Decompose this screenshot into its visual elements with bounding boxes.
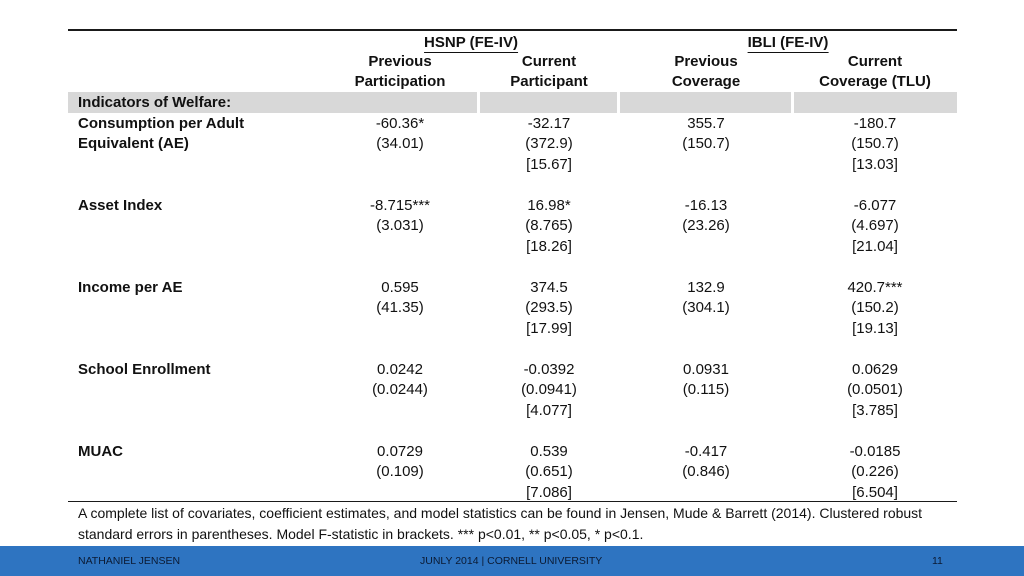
row-label: Income per AE (78, 279, 183, 296)
std-error: (3.031) (376, 217, 424, 234)
coef-estimate: -0.417 (684, 443, 728, 460)
column-header-line1: Previous (674, 53, 738, 70)
f-statistic: [7.086] (526, 484, 572, 501)
coef-estimate: 0.595 (381, 279, 419, 296)
column-header-line1: Previous (368, 53, 432, 70)
f-statistic: [13.03] (852, 156, 898, 173)
coef-estimate: 0.0629 (852, 361, 898, 378)
f-statistic: [6.504] (852, 484, 898, 501)
std-error: (0.109) (376, 463, 424, 480)
row-label: School Enrollment (78, 361, 211, 378)
std-error: (0.0501) (847, 381, 903, 398)
section-row (68, 92, 957, 113)
f-statistic: [3.785] (852, 402, 898, 419)
coef-estimate: 16.98* (527, 197, 571, 214)
coef-estimate: 0.0729 (377, 443, 423, 460)
std-error: (8.765) (525, 217, 573, 234)
std-error: (41.35) (376, 299, 424, 316)
std-error: (150.7) (851, 135, 899, 152)
std-error: (0.846) (682, 463, 730, 480)
std-error: (372.9) (525, 135, 573, 152)
row-label: MUAC (78, 443, 123, 460)
group-header-ibli: IBLI (FE-IV) (747, 34, 829, 53)
std-error: (0.0941) (521, 381, 577, 398)
std-error: (304.1) (682, 299, 730, 316)
std-error: (0.651) (525, 463, 573, 480)
coef-estimate: -180.7 (853, 115, 897, 132)
std-error: (23.26) (682, 217, 730, 234)
column-header-line2: Participation (354, 73, 446, 90)
coef-estimate: -60.36* (375, 115, 425, 132)
coef-estimate: 0.539 (530, 443, 568, 460)
f-statistic: [18.26] (526, 238, 572, 255)
column-header-line1: Current (847, 53, 903, 70)
std-error: (0.226) (851, 463, 899, 480)
footer-bar: NATHANIEL JENSEN JUNLY 2014 | CORNELL UN… (0, 546, 1024, 576)
std-error: (4.697) (851, 217, 899, 234)
column-header-line2: Coverage (671, 73, 741, 90)
row-label: Equivalent (AE) (78, 135, 189, 152)
std-error: (0.0244) (372, 381, 428, 398)
slide-number: 11 (932, 555, 943, 567)
f-statistic: [15.67] (526, 156, 572, 173)
group-header-hsnp: HSNP (FE-IV) (424, 34, 518, 53)
std-error: (150.2) (851, 299, 899, 316)
column-header-line1: Current (521, 53, 577, 70)
section-label: Indicators of Welfare: (78, 94, 232, 111)
std-error: (293.5) (525, 299, 573, 316)
coef-estimate: -6.077 (853, 197, 897, 214)
coef-estimate: 374.5 (530, 279, 568, 296)
f-statistic: [4.077] (526, 402, 572, 419)
coef-estimate: -0.0185 (849, 443, 901, 460)
coef-estimate: -16.13 (684, 197, 728, 214)
footer-date-affiliation: JUNLY 2014 | CORNELL UNIVERSITY (420, 555, 603, 567)
std-error: (0.115) (682, 381, 730, 398)
row-label: Asset Index (78, 197, 163, 214)
coef-estimate: 132.9 (687, 279, 725, 296)
coef-estimate: 0.0931 (683, 361, 729, 378)
row-label: Consumption per Adult (78, 115, 245, 132)
footer-author: NATHANIEL JENSEN (78, 555, 181, 567)
table-footnote: A complete list of covariates, coefficie… (78, 505, 923, 542)
std-error: (150.7) (682, 135, 730, 152)
coef-estimate: 420.7*** (847, 279, 903, 296)
column-header-line2: Coverage (TLU) (819, 73, 931, 90)
coef-estimate: 355.7 (687, 115, 725, 132)
coef-estimate: -32.17 (527, 115, 571, 132)
column-header-line2: Participant (510, 73, 588, 90)
coef-estimate: -8.715*** (369, 197, 431, 214)
f-statistic: [17.99] (526, 320, 572, 337)
std-error: (34.01) (376, 135, 424, 152)
f-statistic: [19.13] (852, 320, 898, 337)
table-top-rule (68, 29, 957, 31)
coef-estimate: -0.0392 (523, 361, 575, 378)
table-bottom-rule (68, 501, 957, 502)
f-statistic: [21.04] (852, 238, 898, 255)
coef-estimate: 0.0242 (377, 361, 423, 378)
